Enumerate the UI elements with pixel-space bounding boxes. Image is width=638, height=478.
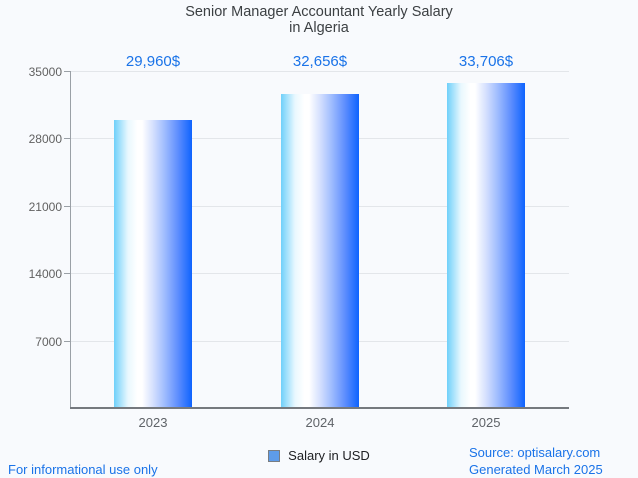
bar-value-label: 29,960$ xyxy=(125,53,181,70)
bar-value-label: 33,706$ xyxy=(458,53,514,70)
x-axis-label: 2024 xyxy=(305,415,335,430)
footer-disclaimer: For informational use only xyxy=(8,462,158,477)
y-tick-label: 21000 xyxy=(28,200,62,214)
y-tick-mark xyxy=(64,273,70,274)
chart-title: Senior Manager Accountant Yearly Salary … xyxy=(0,4,638,36)
source-link[interactable]: Source: optisalary.com xyxy=(469,445,601,460)
y-tick-mark xyxy=(64,71,70,72)
bar[interactable] xyxy=(447,83,525,407)
legend-label: Salary in USD xyxy=(288,448,370,463)
y-tick-label: 7000 xyxy=(35,335,62,349)
chart-title-line2: in Algeria xyxy=(289,20,349,36)
bar[interactable] xyxy=(281,94,359,407)
y-tick-mark xyxy=(64,138,70,139)
x-axis-label: 2023 xyxy=(138,415,168,430)
y-tick-mark xyxy=(64,341,70,342)
y-tick-label: 28000 xyxy=(28,132,62,146)
bar[interactable] xyxy=(114,120,192,407)
bar-value-label: 32,656$ xyxy=(292,53,348,70)
legend-swatch-icon xyxy=(268,449,281,462)
y-tick-label: 35000 xyxy=(28,65,62,79)
y-axis-line xyxy=(70,71,71,408)
y-tick-mark xyxy=(64,206,70,207)
footer-source: Source: optisalary.com Generated March 2… xyxy=(469,445,603,478)
gridline xyxy=(70,71,569,72)
legend[interactable]: Salary in USD xyxy=(0,448,638,463)
x-axis-line xyxy=(70,407,569,409)
chart-title-line1: Senior Manager Accountant Yearly Salary xyxy=(185,4,453,20)
x-axis-label: 2025 xyxy=(471,415,501,430)
y-tick-label: 14000 xyxy=(28,267,62,281)
generated-date: Generated March 2025 xyxy=(469,461,603,477)
